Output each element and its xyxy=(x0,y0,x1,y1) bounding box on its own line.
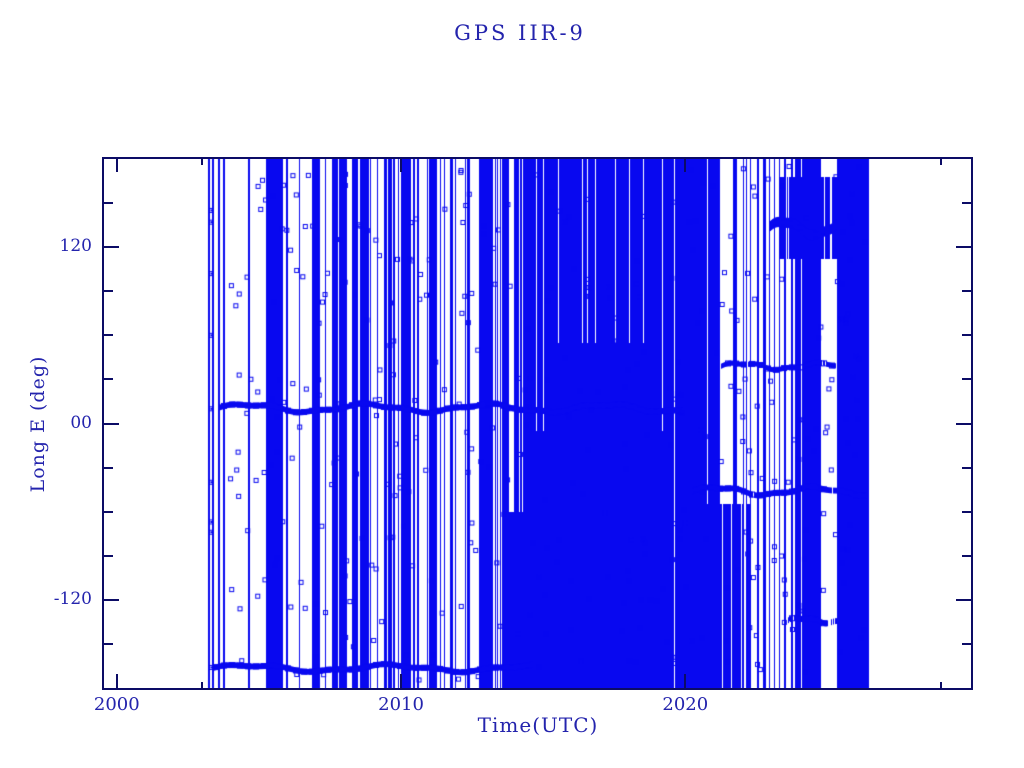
x-axis-major-tick xyxy=(400,159,403,172)
y-axis-minor-tick xyxy=(962,642,971,645)
x-axis-major-tick xyxy=(400,674,403,688)
x-tick-label: 2000 xyxy=(93,694,140,715)
plot-area xyxy=(102,157,973,690)
y-axis-minor-tick xyxy=(104,554,113,557)
y-tick-label: 120 xyxy=(59,236,92,257)
y-axis-minor-tick xyxy=(962,554,971,557)
chart-title: GPS IIR-9 xyxy=(454,21,586,45)
y-axis-major-tick xyxy=(104,246,119,249)
y-axis-minor-tick xyxy=(104,642,113,645)
y-tick-label: -120 xyxy=(53,588,92,609)
x-axis-minor-tick xyxy=(201,159,204,165)
x-tick-label: 2010 xyxy=(378,694,424,715)
data-series-canvas xyxy=(104,159,971,688)
y-axis-minor-tick xyxy=(104,334,113,337)
x-axis-major-tick xyxy=(115,159,118,172)
x-tick-label: 2020 xyxy=(662,694,709,715)
y-axis-minor-tick xyxy=(962,466,971,469)
y-axis-minor-tick xyxy=(962,510,971,513)
y-axis-minor-tick xyxy=(962,378,971,381)
y-axis-minor-tick xyxy=(962,290,971,293)
x-axis-major-tick xyxy=(684,674,687,688)
y-axis-minor-tick xyxy=(104,290,113,293)
x-axis-major-tick xyxy=(684,159,687,172)
y-axis-minor-tick xyxy=(104,510,113,513)
y-axis-major-tick xyxy=(104,598,119,601)
y-axis-minor-tick xyxy=(104,378,113,381)
y-axis-minor-tick xyxy=(962,202,971,205)
x-axis-minor-tick xyxy=(940,682,943,688)
y-axis-major-tick xyxy=(956,246,971,249)
x-axis-major-tick xyxy=(115,674,118,688)
y-axis-major-tick xyxy=(956,422,971,425)
y-axis-minor-tick xyxy=(962,334,971,337)
y-axis-minor-tick xyxy=(104,466,113,469)
y-axis-minor-tick xyxy=(104,202,113,205)
x-axis-minor-tick xyxy=(940,159,943,165)
y-tick-label: 00 xyxy=(70,412,92,433)
x-axis-minor-tick xyxy=(201,682,204,688)
y-axis-major-tick xyxy=(104,422,119,425)
x-axis-label: Time(UTC) xyxy=(477,713,599,737)
y-axis-major-tick xyxy=(956,598,971,601)
